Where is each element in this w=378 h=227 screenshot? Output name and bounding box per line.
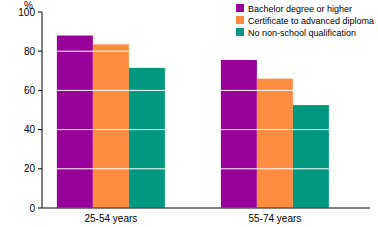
bar	[57, 36, 93, 208]
bar	[293, 105, 329, 208]
legend-label: No non-school qualification	[248, 28, 356, 38]
legend-label: Certificate to advanced diploma	[248, 16, 374, 26]
legend-swatch	[236, 4, 244, 12]
y-tick-label: 20	[24, 163, 36, 174]
tick-mark	[38, 129, 42, 130]
tick-mark	[38, 51, 42, 52]
bar	[257, 79, 293, 208]
x-tick-label: 55-74 years	[248, 213, 301, 224]
y-tick-label: 0	[29, 203, 35, 214]
legend-swatch	[236, 16, 244, 24]
x-tick-label: 25-54 years	[84, 213, 137, 224]
legend-swatch	[236, 28, 244, 36]
tick-mark	[38, 168, 42, 169]
tick-mark	[38, 12, 42, 13]
grid-line	[42, 208, 370, 209]
bar	[221, 60, 257, 208]
y-tick-label: 60	[24, 85, 36, 96]
legend-label: Bachelor degree or higher	[248, 4, 352, 14]
y-tick-label: 40	[24, 124, 36, 135]
grid-line	[42, 129, 370, 130]
legend: Bachelor degree or higher Certificate to …	[236, 4, 374, 38]
y-tick-label: 100	[18, 7, 35, 18]
chart: %02040608010025-54 years55-74 yearsBache…	[0, 0, 378, 227]
y-tick-label: 80	[24, 46, 36, 57]
y-axis	[42, 12, 43, 208]
tick-mark	[38, 90, 42, 91]
x-axis	[42, 208, 370, 209]
grid-line	[42, 90, 370, 91]
bars	[57, 36, 329, 208]
bar	[93, 44, 129, 208]
bar	[129, 68, 165, 208]
tick-mark	[38, 208, 42, 209]
grid-line	[42, 51, 370, 52]
grid-line	[42, 168, 370, 169]
